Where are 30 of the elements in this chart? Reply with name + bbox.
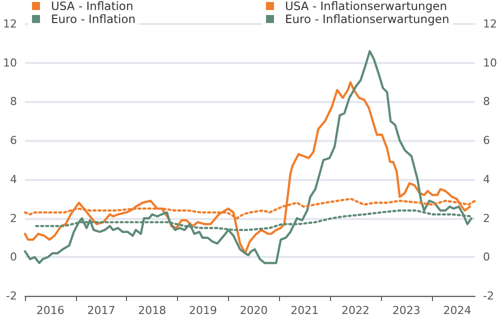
x-tick-label: 2023 bbox=[392, 304, 420, 317]
legend-label: Euro - Inflation bbox=[51, 12, 136, 26]
x-tick-label: 2024 bbox=[443, 304, 472, 317]
x-tick-label: 2021 bbox=[290, 304, 319, 317]
x-tick-label: 2022 bbox=[342, 304, 370, 317]
y-tick-label: 8 bbox=[10, 95, 17, 108]
x-tick-label: 2016 bbox=[36, 304, 64, 317]
y-tick-label: 6 bbox=[10, 134, 17, 148]
y-tick-label: 12 bbox=[2, 18, 17, 30]
y2-tick-label: 6 bbox=[483, 134, 490, 148]
y2-tick-label: 4 bbox=[483, 172, 490, 186]
x-tick-label: 2019 bbox=[188, 304, 217, 317]
y2-tick-label: 12 bbox=[483, 18, 498, 30]
y-tick-label: 2 bbox=[10, 212, 17, 225]
y2-tick-label: -2 bbox=[483, 290, 494, 302]
y-tick-label: 10 bbox=[2, 56, 17, 70]
x-tick-label: 2020 bbox=[240, 304, 268, 317]
x-tick-label: 2017 bbox=[87, 304, 116, 317]
legend-label: USA - Inflationserwartungen bbox=[285, 0, 447, 13]
legend-label: Euro - Inflationserwartungen bbox=[285, 12, 450, 26]
y-tick-label: 0 bbox=[10, 250, 17, 264]
y2-tick-label: 2 bbox=[483, 212, 490, 225]
y2-tick-label: 10 bbox=[483, 56, 498, 70]
y-tick-label: 4 bbox=[10, 172, 17, 186]
y-tick-label: -2 bbox=[6, 290, 17, 302]
y2-tick-label: 0 bbox=[483, 250, 490, 264]
x-tick-label: 2018 bbox=[138, 304, 166, 317]
line-series bbox=[24, 81, 472, 254]
y2-tick-label: 8 bbox=[483, 95, 490, 108]
legend-label: USA - Inflation bbox=[51, 0, 134, 13]
